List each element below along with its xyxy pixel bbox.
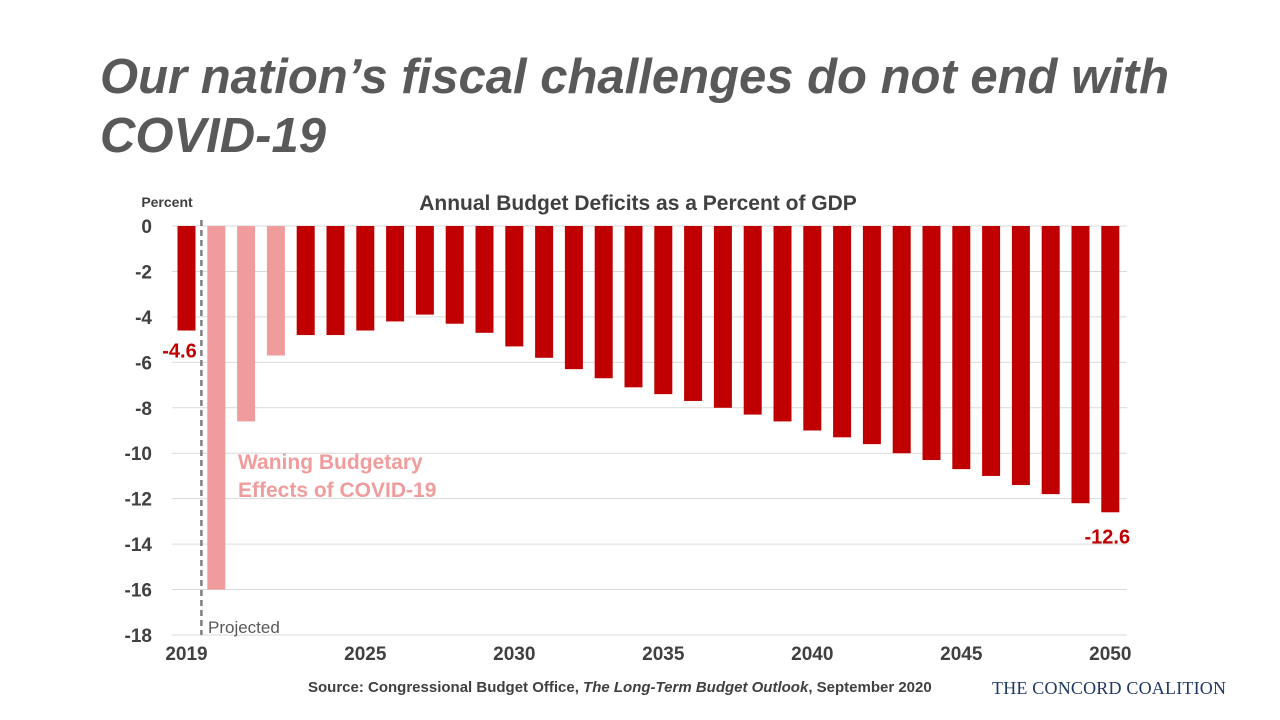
bar-2036 (684, 226, 703, 401)
slide-title: Our nation’s fiscal challenges do not en… (100, 50, 1170, 163)
bar-2032 (564, 226, 583, 370)
bar-2047 (1011, 226, 1030, 486)
projected-label: Projected (208, 618, 280, 637)
bar-2042 (862, 226, 881, 445)
bar-2029 (475, 226, 494, 333)
source-suffix: , September 2020 (808, 679, 932, 696)
y-tick-label: -18 (125, 626, 152, 647)
y-tick-label: -4 (135, 308, 152, 329)
bar-2038 (743, 226, 762, 415)
bar-2030 (505, 226, 524, 347)
x-tick-label: 2040 (791, 644, 833, 665)
bar-2037 (713, 226, 732, 408)
source-note: Source: Congressional Budget Office, The… (308, 679, 932, 696)
x-tick-label: 2019 (165, 644, 207, 665)
y-tick-label: -12 (125, 490, 152, 511)
y-tick-labels: 0 -2 -4 -6 -8 -10 -12 -14 -16 -18 (125, 217, 153, 647)
bar-2028 (445, 226, 464, 324)
bar-2021 (237, 226, 256, 422)
source-prefix: Source: Congressional Budget Office, (308, 679, 579, 696)
bars (177, 226, 1120, 590)
x-tick-label: 2025 (344, 644, 387, 665)
bar-2026 (386, 226, 405, 322)
bar-2031 (535, 226, 554, 358)
bar-2019 (177, 226, 196, 331)
y-tick-label: 0 (141, 217, 152, 238)
bar-2027 (415, 226, 434, 315)
bar-2048 (1041, 226, 1060, 495)
bar-2039 (773, 226, 792, 422)
bar-2040 (803, 226, 822, 431)
y-tick-label: -10 (125, 444, 152, 465)
bar-2044 (922, 226, 941, 461)
bar-2046 (982, 226, 1001, 476)
y-tick-label: -16 (125, 581, 152, 602)
source-publication: The Long-Term Budget Outlook (583, 679, 809, 696)
x-tick-label: 2030 (493, 644, 535, 665)
y-tick-label: -8 (135, 399, 152, 420)
bar-2024 (326, 226, 345, 336)
concord-coalition-logo: THE CONCORD COALITION (992, 678, 1227, 698)
covid-annotation-line-2: Effects of COVID-19 (238, 479, 436, 502)
y-axis-label: Percent (141, 194, 193, 210)
bar-2041 (833, 226, 852, 438)
covid-annotation-line-1: Waning Budgetary (238, 451, 423, 474)
y-tick-label: -14 (125, 535, 153, 556)
y-tick-label: -6 (135, 353, 152, 374)
bar-2043 (892, 226, 911, 454)
bar-2049 (1071, 226, 1090, 504)
bar-2020 (207, 226, 226, 590)
x-tick-label: 2035 (642, 644, 685, 665)
bar-2050 (1101, 226, 1120, 513)
x-tick-label: 2050 (1089, 644, 1131, 665)
x-tick-labels: 2019 2025 2030 2035 2040 2045 2050 (165, 644, 1131, 665)
bar-2022 (266, 226, 285, 356)
bar-2025 (356, 226, 375, 331)
y-tick-label: -2 (135, 262, 152, 283)
chart-title: Annual Budget Deficits as a Percent of G… (419, 192, 857, 215)
bar-2034 (624, 226, 643, 388)
bar-2035 (654, 226, 673, 395)
data-label-first: -4.6 (162, 341, 196, 363)
x-tick-label: 2045 (940, 644, 983, 665)
bar-2033 (594, 226, 613, 379)
data-label-last: -12.6 (1085, 526, 1131, 548)
bar-2045 (952, 226, 971, 470)
bar-2023 (296, 226, 315, 336)
